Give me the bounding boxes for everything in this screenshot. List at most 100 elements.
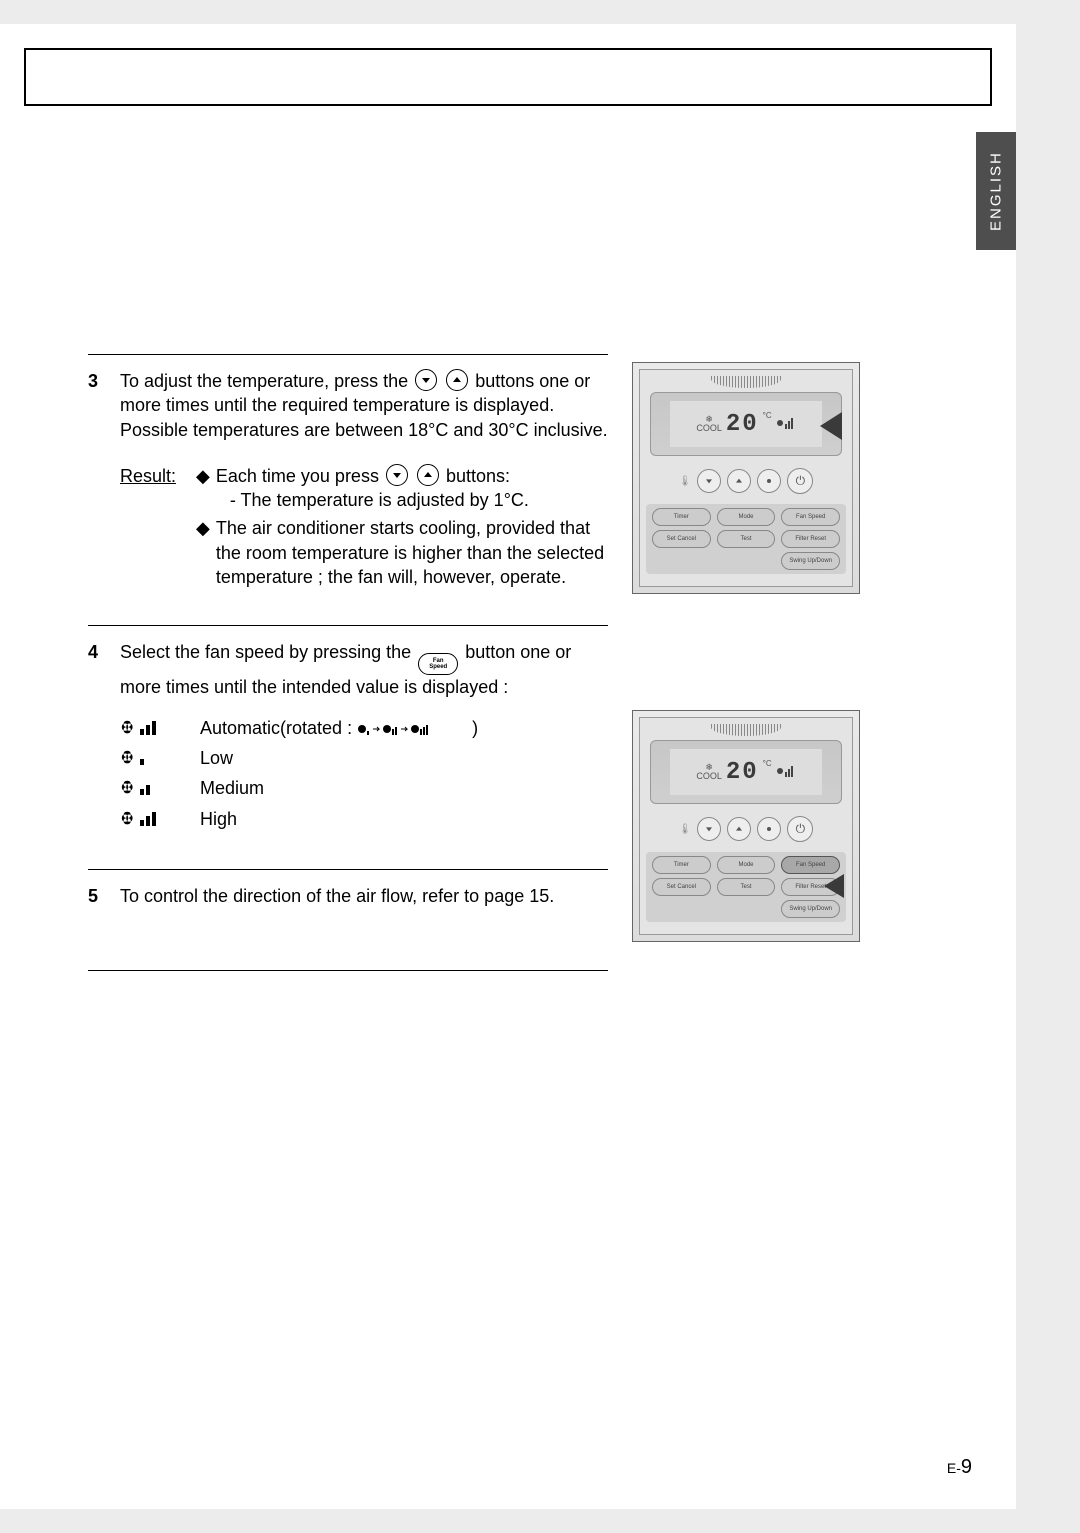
fan-speed-button[interactable]: Fan Speed [781, 856, 840, 874]
page-number: E-9 [947, 1456, 972, 1479]
fan-label: Medium [200, 776, 264, 800]
result-text: Each time you press buttons: - The tempe… [216, 464, 529, 513]
fan-label: High [200, 807, 237, 831]
mode-button[interactable]: Mode [717, 856, 776, 874]
power-button[interactable] [787, 468, 813, 494]
text: COOL [696, 771, 722, 781]
timer-button[interactable]: Timer [652, 856, 711, 874]
temperature-value: 20 [726, 759, 759, 786]
swing-button[interactable]: Swing Up/Down [781, 552, 840, 570]
fan-row-low: Low [120, 746, 608, 770]
result-item: ◆ The air conditioner starts cooling, pr… [196, 516, 608, 589]
dot-button[interactable] [757, 817, 781, 841]
fan-indicator-icon [776, 764, 796, 781]
down-button-icon [386, 464, 408, 486]
result-items: ◆ Each time you press buttons: - The tem… [196, 464, 608, 593]
fan-label: Low [200, 746, 233, 770]
step-body: To control the direction of the air flow… [120, 884, 608, 908]
step-text: Select the fan speed by pressing the Fan… [120, 640, 608, 699]
test-button[interactable]: Test [717, 530, 776, 548]
sub-text: - The temperature is adjusted by 1°C. [230, 488, 529, 512]
lcd-inner: ❄COOL 20 °C [670, 749, 822, 795]
pointer-icon [820, 412, 842, 440]
fan-speed-list: Automatic(rotated : ) Low [120, 716, 608, 831]
cool-mode-icon: ❄COOL [696, 763, 722, 781]
step-body: Select the fan speed by pressing the Fan… [120, 640, 608, 836]
remote-inner: ❄COOL 20 °C 🌡 Timer Mode Fan Spe [639, 369, 853, 587]
lcd-display: ❄COOL 20 °C [650, 740, 842, 804]
fan-medium-icon [120, 779, 182, 797]
mode-button[interactable]: Mode [717, 508, 776, 526]
lcd-inner: ❄COOL 20 °C [670, 401, 822, 447]
text: ) [472, 718, 478, 738]
remote-illustration-step4: ❄COOL 20 °C 🌡 Timer Mode Fan Speed [632, 710, 860, 942]
text: Automatic(rotated : [200, 718, 357, 738]
control-row: 🌡 [646, 468, 846, 494]
temperature-unit: °C [763, 759, 772, 768]
button-grid: Timer Mode Fan Speed Set Cancel Test Fil… [646, 852, 846, 922]
step-number: 3 [88, 369, 106, 593]
up-button-icon [446, 369, 468, 391]
control-row: 🌡 [646, 816, 846, 842]
fan-row-high: High [120, 807, 608, 831]
timer-button[interactable]: Timer [652, 508, 711, 526]
up-button-icon [417, 464, 439, 486]
fan-row-auto: Automatic(rotated : ) [120, 716, 608, 740]
page-prefix: E- [947, 1460, 961, 1476]
vent-icon [711, 724, 781, 736]
result-text: The air conditioner starts cooling, prov… [216, 516, 608, 589]
dot-button[interactable] [757, 469, 781, 493]
cool-mode-icon: ❄COOL [696, 415, 722, 433]
manual-page: ENGLISH 3 To adjust the temperature, pre… [0, 24, 1016, 1509]
bullet-icon: ◆ [196, 516, 210, 589]
swing-button[interactable]: Swing Up/Down [781, 900, 840, 918]
fan-speed-button[interactable]: Fan Speed [781, 508, 840, 526]
remote-inner: ❄COOL 20 °C 🌡 Timer Mode Fan Speed [639, 717, 853, 935]
temperature-value: 20 [726, 411, 759, 438]
temp-down-button[interactable] [697, 469, 721, 493]
step-3: 3 To adjust the temperature, press the b… [88, 354, 608, 625]
step-text: To adjust the temperature, press the but… [120, 369, 608, 442]
text: buttons: [446, 466, 510, 486]
step-number: 4 [88, 640, 106, 836]
remote-illustration-step3: ❄COOL 20 °C 🌡 Timer Mode Fan Spe [632, 362, 860, 594]
fan-label: Automatic(rotated : ) [200, 716, 478, 740]
page-num-value: 9 [961, 1456, 972, 1478]
vent-icon [711, 376, 781, 388]
set-cancel-button[interactable]: Set Cancel [652, 530, 711, 548]
temp-down-button[interactable] [697, 817, 721, 841]
language-tab: ENGLISH [976, 132, 1016, 250]
text: COOL [696, 423, 722, 433]
result-label: Result: [120, 464, 176, 593]
test-button[interactable]: Test [717, 878, 776, 896]
bullet-icon: ◆ [196, 464, 210, 513]
power-button[interactable] [787, 816, 813, 842]
instruction-content: 3 To adjust the temperature, press the b… [88, 354, 608, 971]
text: To adjust the temperature, press the [120, 371, 413, 391]
button-grid: Timer Mode Fan Speed Set Cancel Test Fil… [646, 504, 846, 574]
result-block: Result: ◆ Each time you press buttons: -… [120, 464, 608, 593]
step-5: 5 To control the direction of the air fl… [88, 869, 608, 971]
result-item: ◆ Each time you press buttons: - The tem… [196, 464, 608, 513]
header-bar [24, 48, 992, 106]
pointer-icon [824, 874, 844, 898]
temp-up-button[interactable] [727, 817, 751, 841]
set-cancel-button[interactable]: Set Cancel [652, 878, 711, 896]
text: Each time you press [216, 466, 384, 486]
fan-rotation-icon [357, 722, 467, 736]
temp-up-button[interactable] [727, 469, 751, 493]
filter-reset-button[interactable]: Filter Reset [781, 530, 840, 548]
temperature-unit: °C [763, 411, 772, 420]
fan-auto-icon [120, 719, 182, 737]
fan-indicator-icon [776, 416, 796, 433]
text: Select the fan speed by pressing the [120, 642, 416, 662]
text: Speed [429, 664, 447, 670]
step-number: 5 [88, 884, 106, 908]
fan-high-icon [120, 810, 182, 828]
fan-speed-button-icon: Fan Speed [418, 653, 458, 675]
down-button-icon [415, 369, 437, 391]
step-body: To adjust the temperature, press the but… [120, 369, 608, 593]
lcd-display: ❄COOL 20 °C [650, 392, 842, 456]
step-4: 4 Select the fan speed by pressing the F… [88, 625, 608, 868]
fan-row-medium: Medium [120, 776, 608, 800]
